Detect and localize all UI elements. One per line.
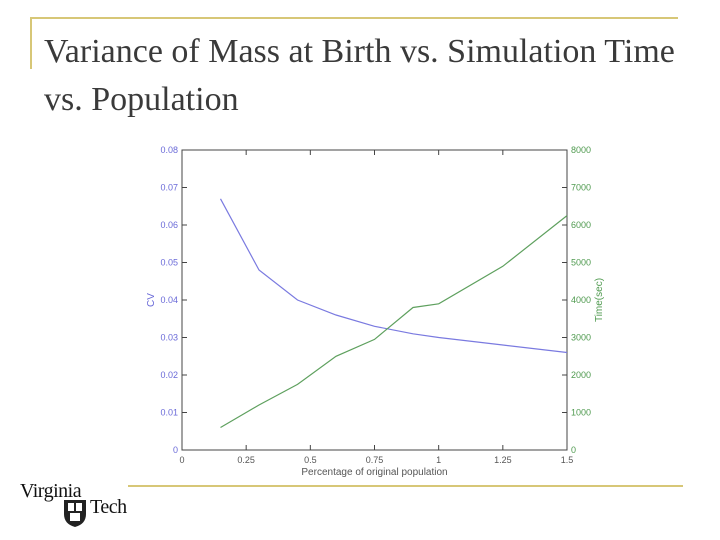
plot-frame (181, 149, 568, 451)
virginia-tech-logo: Virginia Tech (18, 478, 136, 534)
bottom-tick-label: 0 (179, 455, 184, 465)
plot-border (181, 149, 568, 451)
bottom-tick-label: 1 (436, 455, 441, 465)
logo-line1: Virginia (20, 480, 82, 502)
footer-rule (128, 485, 683, 487)
right-axis: 0 1000 2000 3000 4000 5000 6000 7000 8000 (571, 145, 591, 455)
bottom-axis: 0 0.25 0.5 0.75 1 1.25 1.5 (179, 150, 573, 465)
left-axis: 0 0.01 0.02 0.03 0.04 0.05 0.06 0.07 0.08 (160, 145, 567, 455)
right-tick-label: 6000 (571, 220, 591, 230)
bottom-tick-label: 1.5 (561, 455, 574, 465)
left-tick-label: 0 (173, 445, 178, 455)
right-tick-label: 5000 (571, 258, 591, 268)
y-axis-label: CV (146, 293, 157, 307)
slide-title: Variance of Mass at Birth vs. Simulation… (44, 33, 675, 118)
left-tick-label: 0.08 (160, 145, 178, 155)
series-line-cv (219, 198, 568, 354)
left-tick-label: 0.05 (160, 258, 178, 268)
right-tick-label: 3000 (571, 333, 591, 343)
line-chart: 0 0.01 0.02 0.03 0.04 0.05 0.06 0.07 0.08 0 1000 2… (146, 145, 605, 478)
left-tick-label: 0.06 (160, 220, 178, 230)
bottom-tick-label: 0.5 (304, 455, 317, 465)
chart-container: 0 0.01 0.02 0.03 0.04 0.05 0.06 0.07 0.08 0 1000 2… (140, 135, 610, 480)
bottom-tick-label: 0.75 (366, 455, 384, 465)
bottom-tick-label: 1.25 (494, 455, 512, 465)
right-tick-label: 1000 (571, 408, 591, 418)
x-axis-label: Percentage of original population (301, 467, 447, 478)
title-rule-left (30, 17, 32, 69)
right-tick-label: 0 (571, 445, 576, 455)
right-tick-label: 4000 (571, 295, 591, 305)
right-tick-label: 8000 (571, 145, 591, 155)
left-tick-label: 0.03 (160, 333, 178, 343)
right-tick-label: 2000 (571, 370, 591, 380)
logo-line2: Tech (90, 496, 127, 518)
right-tick-label: 7000 (571, 183, 591, 193)
title-rule-top (30, 17, 678, 19)
left-tick-label: 0.07 (160, 183, 178, 193)
bottom-tick-label: 0.25 (237, 455, 255, 465)
series-layer (219, 198, 568, 429)
left-tick-label: 0.01 (160, 408, 178, 418)
left-tick-label: 0.04 (160, 295, 178, 305)
shield-icon (64, 500, 86, 527)
y2-axis-label: Time(sec) (594, 278, 605, 322)
series-line-time (220, 215, 568, 429)
left-tick-label: 0.02 (160, 370, 178, 380)
